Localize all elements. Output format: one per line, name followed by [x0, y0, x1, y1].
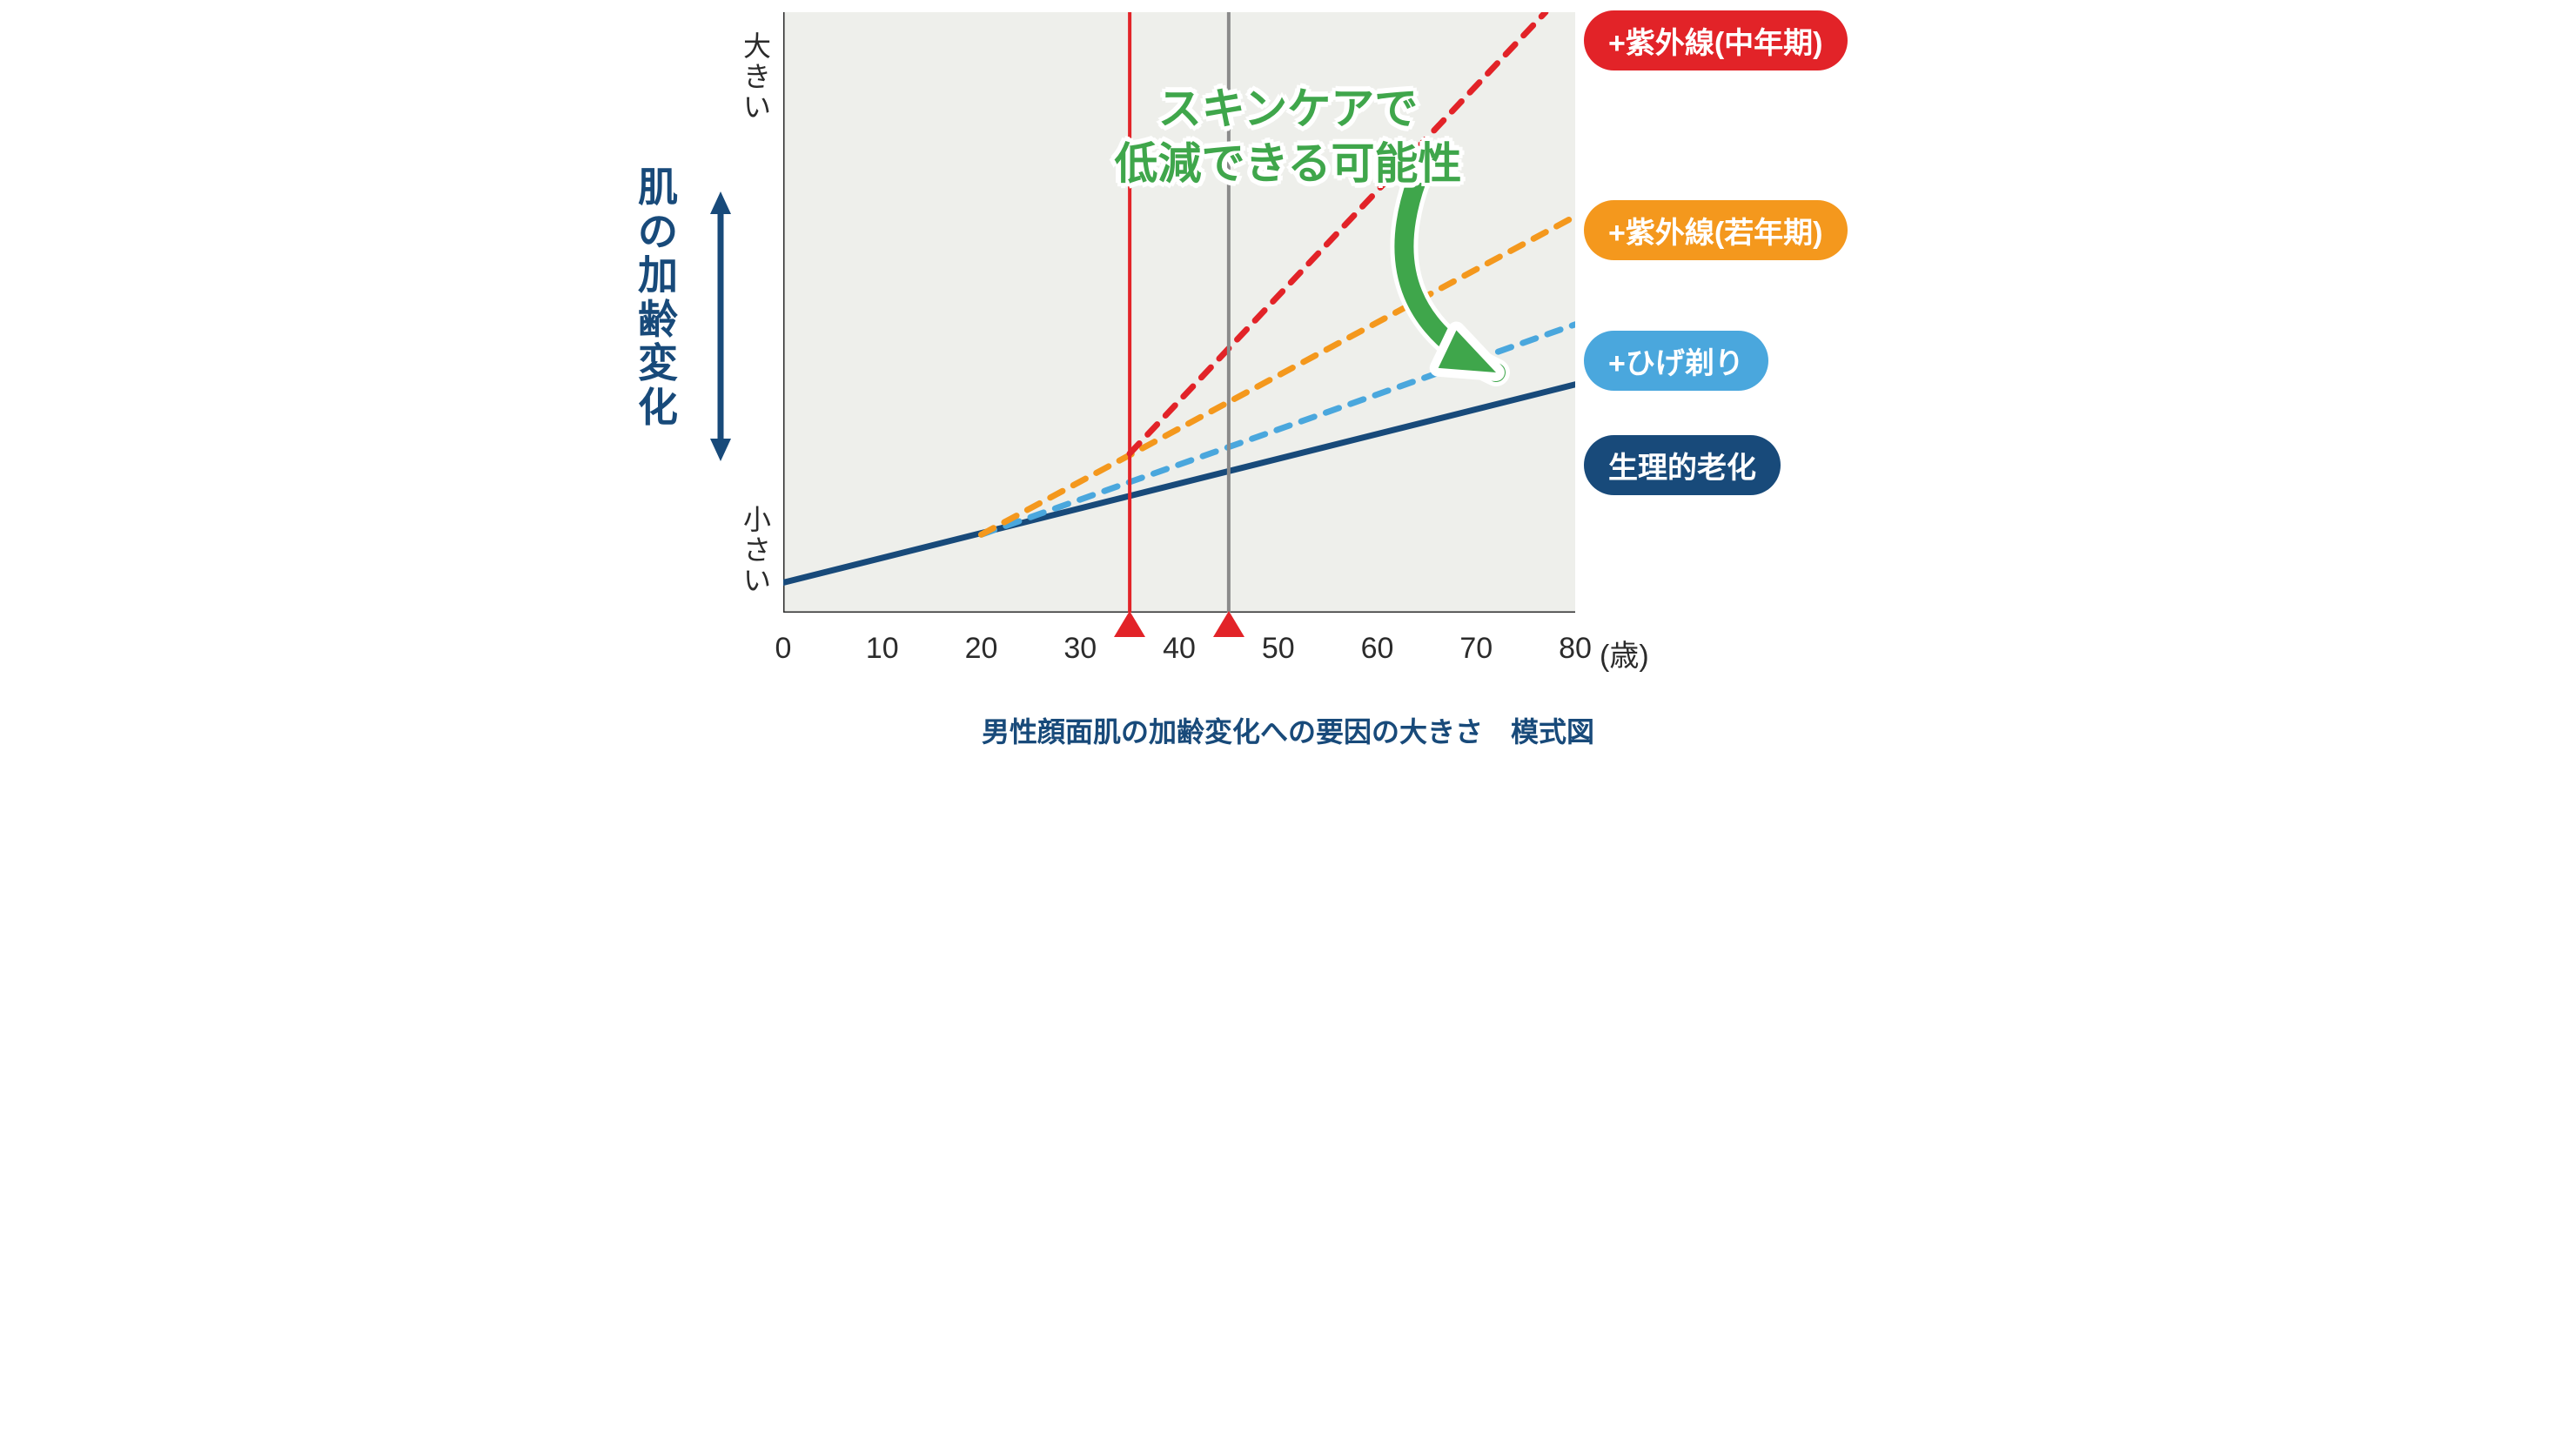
x-axis-ticks: 01020304050607080(歳)	[783, 632, 1601, 684]
x-tick-label: 80	[1559, 632, 1592, 666]
x-tick-label: 60	[1361, 632, 1394, 666]
x-tick-label: 30	[1063, 632, 1097, 666]
x-axis-unit: (歳)	[1600, 632, 1649, 674]
x-tick-label: 10	[866, 632, 899, 666]
legend-pill-physio: 生理的老化	[1584, 435, 1781, 495]
legend-pill-uv_young: +紫外線(若年期)	[1584, 200, 1848, 260]
chart-caption: 男性顔面肌の加齢変化への要因の大きさ 模式図	[627, 710, 1949, 750]
y-axis-max-label: 大きい	[738, 31, 776, 124]
chart-container: 肌の加齢変化 大きい 小さい スキンケアで 低減できる可能性 スキ	[627, 0, 1949, 746]
x-tick-label: 20	[965, 632, 998, 666]
plot-area: スキンケアで 低減できる可能性 スキンケアで 低減できる可能性	[783, 12, 1575, 613]
legend-pill-uv_mid: +紫外線(中年期)	[1584, 10, 1848, 70]
x-tick-label: 70	[1459, 632, 1493, 666]
x-tick-label: 50	[1262, 632, 1295, 666]
legend: 生理的老化 +ひげ剃り +紫外線(若年期) +紫外線(中年期)	[1584, 0, 1932, 609]
x-tick-label: 0	[775, 632, 792, 666]
y-axis-arrow-icon	[703, 191, 738, 461]
y-axis-min-label: 小さい	[738, 505, 776, 597]
x-tick-label: 40	[1163, 632, 1196, 666]
annotation-text: スキンケアで 低減できる可能性	[1044, 82, 1532, 191]
legend-pill-shaving: +ひげ剃り	[1584, 331, 1768, 391]
y-axis-title: 肌の加齢変化	[634, 165, 682, 430]
